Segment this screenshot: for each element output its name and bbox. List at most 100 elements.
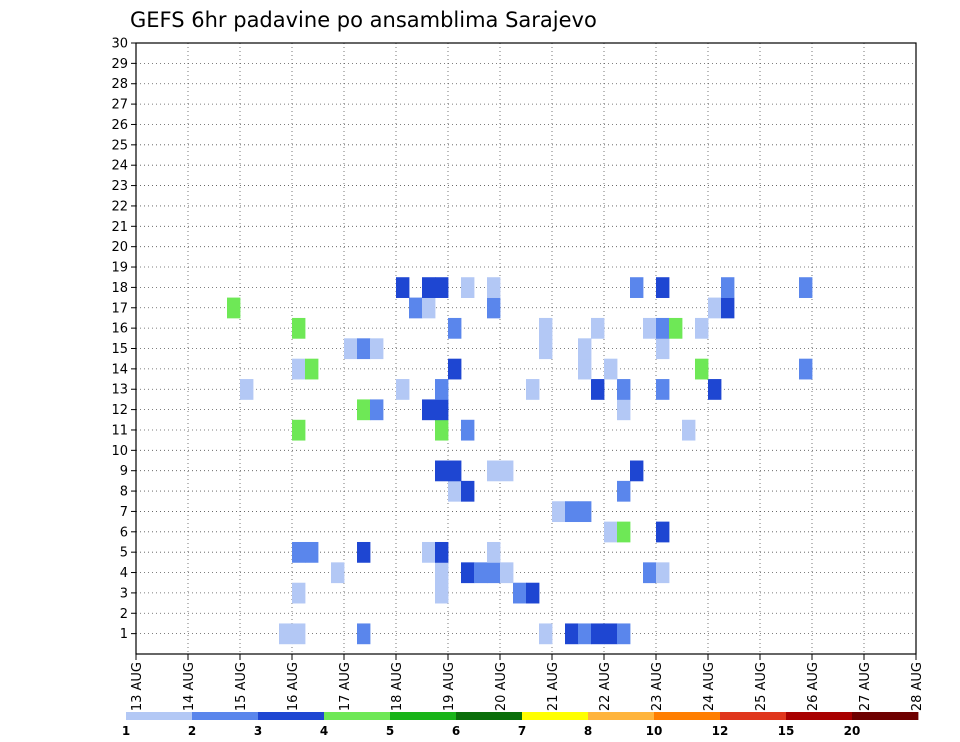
legend-swatch (390, 712, 457, 720)
heatmap-cell (500, 562, 514, 584)
heatmap-cell (656, 277, 670, 298)
heatmap-cell (617, 399, 631, 421)
heatmap-cells (227, 277, 813, 645)
heatmap-cell (357, 338, 371, 360)
x-tick-label: 24 AUG (702, 662, 717, 711)
y-tick-label: 24 (111, 159, 128, 174)
heatmap-cell (604, 521, 618, 543)
x-tick-label: 14 AUG (182, 662, 197, 711)
heatmap-cell (435, 379, 449, 400)
legend-label: 20 (844, 724, 861, 738)
heatmap-cell (435, 582, 449, 604)
heatmap-cell (708, 297, 722, 319)
y-tick-label: 27 (111, 98, 128, 113)
heatmap-cell (565, 623, 579, 645)
y-tick-label: 28 (111, 77, 128, 92)
heatmap-cell (799, 358, 813, 380)
heatmap-cell (344, 338, 358, 360)
y-tick-label: 25 (111, 138, 128, 153)
legend-swatch (192, 712, 259, 720)
heatmap-cell (682, 419, 696, 441)
legend-label: 5 (386, 724, 394, 738)
x-tick-label: 16 AUG (286, 662, 301, 711)
y-tick-label: 22 (111, 199, 128, 214)
heatmap-cell (461, 419, 475, 441)
x-tick-label: 21 AUG (546, 662, 561, 711)
heatmap-cell (565, 501, 579, 523)
heatmap-cell (604, 623, 618, 645)
heatmap-cell (240, 379, 254, 400)
legend-swatch (324, 712, 391, 720)
heatmap-cell (617, 521, 631, 543)
y-tick-label: 20 (111, 240, 128, 255)
heatmap-cell (448, 460, 462, 482)
heatmap-cell (799, 277, 813, 298)
y-tick-label: 15 (111, 342, 128, 357)
heatmap-cell (292, 419, 306, 441)
heatmap-cell (435, 419, 449, 441)
heatmap-cell (643, 317, 657, 339)
heatmap-cell (357, 399, 371, 421)
legend-swatch (456, 712, 523, 720)
x-tick-label: 15 AUG (234, 662, 249, 711)
heatmap-cell (487, 277, 501, 298)
y-tick-label: 29 (111, 57, 128, 72)
heatmap-cell (435, 399, 449, 421)
legend-label: 8 (584, 724, 592, 738)
heatmap-cell (721, 277, 735, 298)
heatmap-cell (656, 562, 670, 584)
legend-label: 2 (188, 724, 196, 738)
legend-label: 15 (778, 724, 795, 738)
heatmap-cell (578, 338, 592, 360)
legend-swatch (852, 712, 919, 720)
y-tick-label: 2 (120, 607, 128, 622)
heatmap-cell (617, 623, 631, 645)
y-tick-label: 7 (120, 505, 128, 520)
y-tick-label: 11 (111, 423, 128, 438)
heatmap-cell (591, 317, 605, 339)
heatmap-cell (435, 541, 449, 563)
heatmap-cell (617, 379, 631, 400)
y-tick-label: 4 (120, 566, 128, 581)
heatmap-cell (708, 379, 722, 400)
heatmap-cell (630, 460, 644, 482)
x-tick-label: 18 AUG (390, 662, 405, 711)
heatmap-cell (526, 379, 540, 400)
heatmap-cell (292, 623, 306, 645)
heatmap-cell (292, 541, 306, 563)
heatmap-cell (448, 480, 462, 502)
heatmap-cell (448, 358, 462, 380)
x-tick-label: 17 AUG (338, 662, 353, 711)
y-tick-label: 9 (120, 464, 128, 479)
heatmap-cell (396, 379, 410, 400)
heatmap-cell (591, 623, 605, 645)
heatmap-cell (656, 379, 670, 400)
x-tick-label: 13 AUG (130, 662, 145, 711)
heatmap-cell (422, 399, 436, 421)
legend-label: 12 (712, 724, 729, 738)
y-tick-label: 17 (111, 301, 128, 316)
heatmap-cell (435, 277, 449, 298)
x-tick-label: 27 AUG (858, 662, 873, 711)
y-tick-label: 5 (120, 546, 128, 561)
heatmap-cell (422, 541, 436, 563)
heatmap-cell (539, 338, 553, 360)
x-tick-label: 20 AUG (494, 662, 509, 711)
heatmap-cell (487, 297, 501, 319)
legend-swatch (126, 712, 193, 720)
legend-swatch (720, 712, 787, 720)
heatmap-cell (357, 541, 371, 563)
legend-swatch (258, 712, 325, 720)
y-tick-label: 14 (111, 362, 128, 377)
heatmap-cell (422, 277, 436, 298)
heatmap-cell (370, 399, 384, 421)
y-tick-label: 23 (111, 179, 128, 194)
heatmap-cell (422, 297, 436, 319)
heatmap-cell (396, 277, 410, 298)
heatmap-cell (656, 338, 670, 360)
heatmap-cell (292, 358, 306, 380)
color-legend: 1 2 3 4 5 6 7 8 10 12 15 20 (122, 712, 919, 738)
heatmap-cell (695, 358, 709, 380)
heatmap-cell (292, 582, 306, 604)
legend-label: 3 (254, 724, 262, 738)
